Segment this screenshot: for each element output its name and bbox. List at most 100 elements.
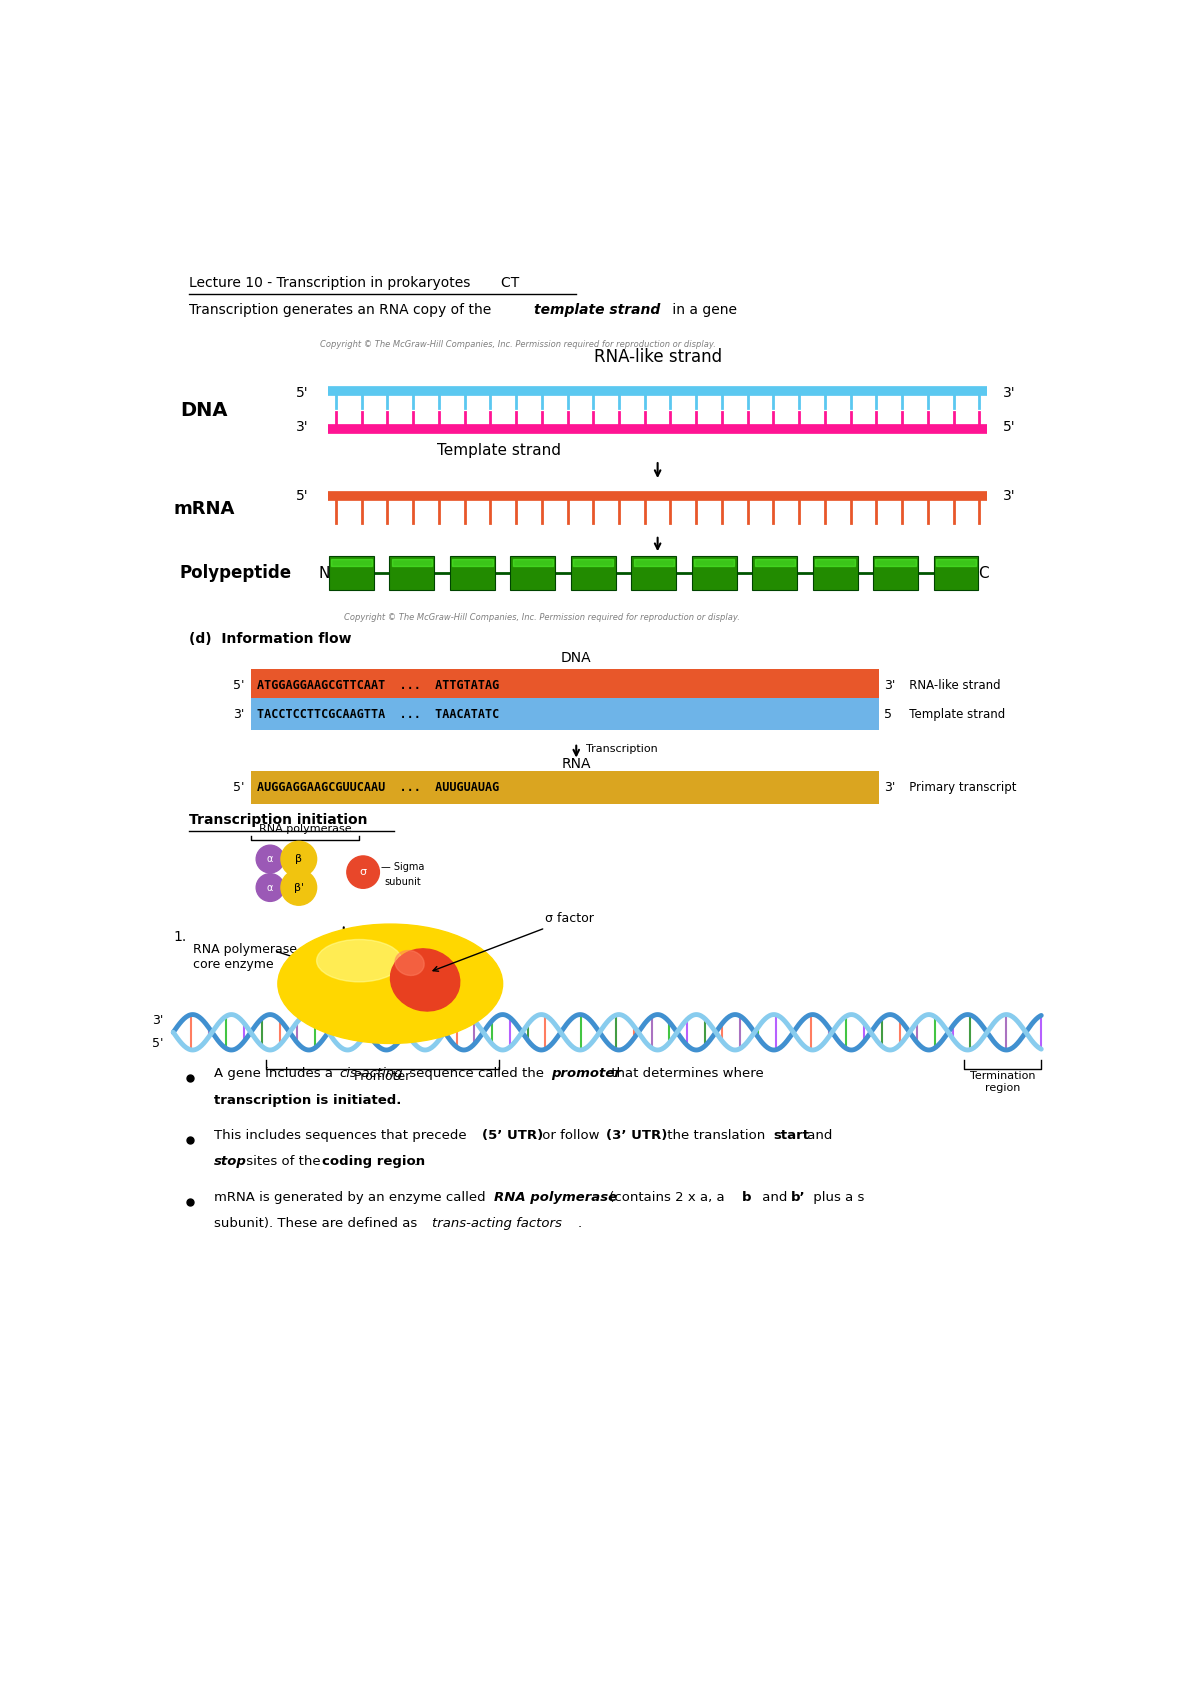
Text: Template strand: Template strand [437, 443, 560, 458]
Text: TACCTCCTTCGCAAGTTA  ...  TAACATATC: TACCTCCTTCGCAAGTTA ... TAACATATC [257, 708, 499, 720]
Text: mRNA: mRNA [174, 501, 235, 518]
Text: the translation: the translation [664, 1129, 769, 1143]
Text: (contains 2 x a, a: (contains 2 x a, a [605, 1190, 728, 1204]
Text: Transcription: Transcription [586, 744, 658, 754]
Text: β': β' [294, 883, 304, 893]
Text: mRNA is generated by an enzyme called: mRNA is generated by an enzyme called [214, 1190, 490, 1204]
Text: coding region: coding region [322, 1155, 425, 1168]
Text: subunit). These are defined as: subunit). These are defined as [214, 1217, 421, 1229]
Ellipse shape [395, 951, 425, 975]
FancyBboxPatch shape [631, 557, 677, 591]
Text: RNA polymerase: RNA polymerase [259, 824, 352, 834]
FancyBboxPatch shape [329, 557, 374, 591]
Text: 3': 3' [1002, 385, 1015, 401]
Text: RNA polymerase
core enzyme: RNA polymerase core enzyme [193, 942, 296, 971]
Text: — Sigma: — Sigma [380, 861, 425, 871]
Text: 5': 5' [296, 385, 308, 401]
Text: A gene includes a: A gene includes a [214, 1068, 337, 1080]
Text: Transcription generates an RNA copy of the: Transcription generates an RNA copy of t… [188, 302, 496, 318]
Text: Transcription initiation: Transcription initiation [188, 813, 367, 827]
FancyBboxPatch shape [251, 698, 878, 730]
FancyBboxPatch shape [510, 557, 556, 591]
Text: (3’ UTR): (3’ UTR) [606, 1129, 668, 1143]
Text: N: N [319, 565, 330, 581]
Text: in a gene: in a gene [667, 302, 737, 318]
Text: RNA-like strand: RNA-like strand [898, 679, 1001, 691]
Text: 5: 5 [884, 708, 892, 720]
Text: 5': 5' [1002, 419, 1015, 435]
Text: template strand: template strand [534, 302, 660, 318]
Text: AUGGAGGAAGCGUUCAAU  ...  AUUGUAUAG: AUGGAGGAAGCGUUCAAU ... AUUGUAUAG [257, 781, 499, 795]
Text: α: α [266, 883, 274, 893]
FancyBboxPatch shape [390, 557, 434, 591]
Text: Primary transcript: Primary transcript [898, 781, 1016, 795]
Text: cis-acting: cis-acting [340, 1068, 403, 1080]
Text: (5’ UTR): (5’ UTR) [482, 1129, 544, 1143]
Text: RNA-like strand: RNA-like strand [594, 348, 721, 367]
FancyBboxPatch shape [691, 557, 737, 591]
Text: 3': 3' [152, 1014, 164, 1027]
FancyBboxPatch shape [450, 557, 494, 591]
Ellipse shape [390, 949, 460, 1010]
Text: DNA: DNA [560, 650, 592, 666]
Text: .: . [578, 1217, 582, 1229]
Text: Copyright © The McGraw-Hill Companies, Inc. Permission required for reproduction: Copyright © The McGraw-Hill Companies, I… [320, 340, 716, 350]
Text: (d)  Information flow: (d) Information flow [188, 632, 352, 645]
FancyBboxPatch shape [251, 771, 878, 803]
Text: 5': 5' [233, 781, 245, 795]
Text: plus a s: plus a s [809, 1190, 864, 1204]
Text: start: start [773, 1129, 809, 1143]
Text: 3': 3' [884, 781, 895, 795]
FancyBboxPatch shape [874, 557, 918, 591]
Ellipse shape [278, 924, 503, 1044]
Text: Lecture 10 - Transcription in prokaryotes       CT: Lecture 10 - Transcription in prokaryote… [188, 275, 520, 290]
Text: Copyright © The McGraw-Hill Companies, Inc. Permission required for reproduction: Copyright © The McGraw-Hill Companies, I… [343, 613, 739, 621]
Circle shape [347, 856, 379, 888]
Text: σ factor: σ factor [433, 912, 594, 971]
Text: transcription is initiated.: transcription is initiated. [214, 1094, 401, 1107]
Text: sites of the: sites of the [242, 1155, 325, 1168]
Text: sequence called the: sequence called the [404, 1068, 548, 1080]
FancyBboxPatch shape [752, 557, 797, 591]
Text: 3': 3' [1002, 489, 1015, 503]
FancyBboxPatch shape [571, 557, 616, 591]
Text: stop: stop [214, 1155, 246, 1168]
Text: b: b [742, 1190, 751, 1204]
Circle shape [281, 869, 317, 905]
Text: 3': 3' [884, 679, 895, 691]
Circle shape [256, 846, 284, 873]
Text: that determines where: that determines where [607, 1068, 764, 1080]
Text: α: α [266, 854, 274, 864]
Text: trans-acting factors: trans-acting factors [432, 1217, 562, 1229]
Circle shape [256, 874, 284, 902]
Text: RNA: RNA [562, 757, 592, 771]
FancyBboxPatch shape [251, 669, 878, 701]
Ellipse shape [317, 939, 402, 981]
Text: 3': 3' [233, 708, 245, 720]
Text: This includes sequences that precede: This includes sequences that precede [214, 1129, 470, 1143]
Text: promoter: promoter [551, 1068, 620, 1080]
Text: ATGGAGGAAGCGTTCAAT  ...  ATTGTATAG: ATGGAGGAAGCGTTCAAT ... ATTGTATAG [257, 679, 499, 691]
Text: 5': 5' [233, 679, 245, 691]
Text: Polypeptide: Polypeptide [179, 564, 292, 582]
Text: Termination
region: Termination region [970, 1071, 1036, 1094]
Text: subunit: subunit [384, 878, 421, 886]
Text: Template strand: Template strand [898, 708, 1006, 720]
Text: Promoter: Promoter [354, 1070, 412, 1083]
Text: 5': 5' [296, 489, 308, 503]
Text: b’: b’ [791, 1190, 805, 1204]
Text: β: β [295, 854, 302, 864]
Text: 5': 5' [152, 1037, 164, 1051]
Text: .: . [414, 1155, 418, 1168]
Text: RNA polymerase: RNA polymerase [494, 1190, 617, 1204]
Text: and: and [803, 1129, 832, 1143]
FancyBboxPatch shape [934, 557, 978, 591]
Text: 1.: 1. [173, 931, 186, 944]
Text: DNA: DNA [180, 401, 228, 419]
Text: 3': 3' [296, 419, 308, 435]
Circle shape [281, 841, 317, 876]
Text: or follow: or follow [538, 1129, 604, 1143]
FancyBboxPatch shape [812, 557, 858, 591]
Text: and: and [757, 1190, 791, 1204]
Text: C: C [978, 565, 989, 581]
